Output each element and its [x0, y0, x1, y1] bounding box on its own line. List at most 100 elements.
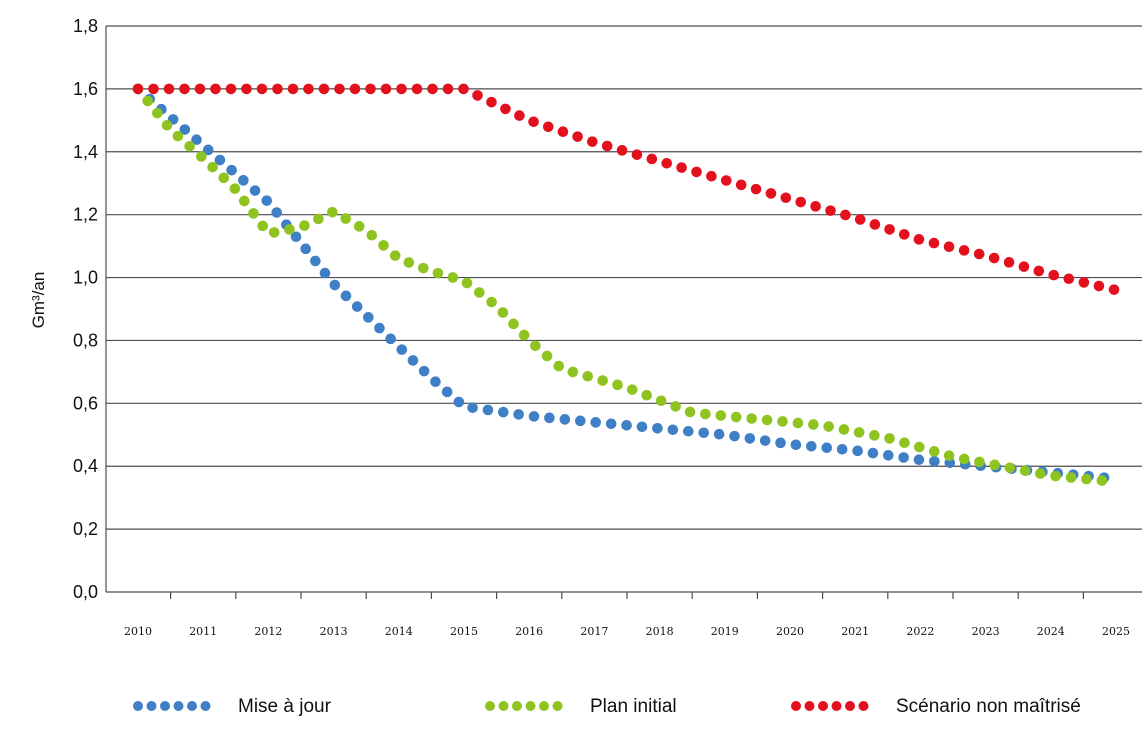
- data-point: [667, 424, 679, 436]
- legend-label: Scénario non maîtrisé: [896, 696, 1081, 717]
- data-point: [836, 443, 848, 455]
- data-point: [553, 360, 565, 372]
- data-point: [597, 375, 608, 386]
- data-point: [447, 272, 459, 283]
- series-sc-nario-non-ma-tris-: [132, 83, 1120, 295]
- legend-item: Mise à jour: [133, 696, 332, 717]
- data-point: [780, 192, 792, 204]
- data-point: [943, 450, 955, 461]
- y-tick-label: 0,6: [73, 393, 98, 413]
- data-point: [1063, 273, 1075, 285]
- data-point: [655, 395, 667, 407]
- data-point: [407, 355, 419, 366]
- data-point: [988, 252, 1000, 264]
- data-point: [759, 435, 771, 446]
- x-tick-label: 2024: [1037, 625, 1065, 638]
- data-point: [132, 83, 144, 95]
- data-point: [508, 318, 519, 330]
- data-point: [684, 406, 696, 418]
- y-tick-label: 1,0: [73, 268, 98, 288]
- data-point: [853, 427, 865, 438]
- data-point: [792, 417, 804, 429]
- data-point: [497, 307, 509, 318]
- data-point: [744, 433, 756, 444]
- x-tick-label: 2023: [972, 625, 1000, 638]
- data-point: [840, 209, 851, 221]
- data-point: [191, 134, 202, 145]
- data-point: [730, 411, 742, 423]
- data-point: [867, 447, 879, 459]
- data-point: [500, 103, 511, 115]
- data-point: [1019, 465, 1031, 477]
- data-point: [729, 430, 740, 442]
- y-axis-label: Gm³/an: [29, 272, 48, 329]
- data-point: [1033, 265, 1045, 277]
- data-point: [261, 195, 273, 206]
- data-point: [750, 183, 762, 195]
- data-point: [913, 454, 925, 466]
- data-point: [300, 243, 311, 255]
- data-point: [621, 420, 632, 431]
- data-point: [582, 370, 594, 382]
- data-point: [898, 229, 910, 240]
- data-point: [482, 404, 494, 416]
- data-point: [825, 205, 836, 216]
- data-point: [179, 83, 190, 95]
- data-point: [973, 248, 985, 260]
- data-point: [411, 83, 423, 95]
- data-point: [340, 213, 352, 224]
- data-point: [378, 240, 389, 251]
- data-point: [775, 437, 786, 449]
- legend: Mise à jour Plan initial Scénario non maît…: [133, 696, 1081, 717]
- data-point: [761, 414, 773, 426]
- series-mise-jour: [132, 83, 1110, 483]
- data-point: [179, 124, 191, 135]
- data-point: [544, 412, 555, 424]
- data-point: [351, 301, 363, 312]
- legend-swatch-dot: [539, 701, 549, 711]
- data-point: [256, 83, 268, 95]
- data-point: [299, 220, 310, 231]
- x-tick-label: 2010: [124, 625, 152, 638]
- data-point: [700, 408, 711, 420]
- x-tick-label: 2018: [646, 625, 674, 638]
- data-point: [458, 83, 469, 95]
- data-point: [518, 329, 530, 341]
- data-point: [427, 83, 438, 95]
- data-point: [821, 442, 833, 454]
- data-point: [396, 83, 407, 95]
- data-point: [334, 83, 345, 95]
- data-point: [349, 83, 361, 95]
- data-point: [989, 459, 1000, 471]
- x-tick-label: 2025: [1102, 625, 1130, 638]
- data-point: [389, 250, 401, 261]
- data-point: [698, 427, 710, 439]
- data-point: [396, 344, 408, 355]
- data-point: [142, 95, 153, 107]
- data-point: [943, 241, 955, 253]
- data-point: [172, 130, 184, 142]
- data-point: [290, 231, 302, 243]
- x-tick-label: 2021: [841, 625, 869, 638]
- data-point: [852, 445, 863, 457]
- data-point: [1003, 257, 1015, 268]
- data-point: [284, 224, 295, 235]
- x-tick-label: 2014: [385, 625, 413, 638]
- data-point: [928, 237, 940, 249]
- x-tick-label: 2015: [450, 625, 478, 638]
- data-point: [612, 379, 623, 391]
- y-tick-label: 0,0: [73, 582, 98, 602]
- data-point: [238, 195, 250, 207]
- data-point: [461, 277, 473, 289]
- data-point: [706, 170, 717, 182]
- data-point: [631, 149, 643, 160]
- data-point: [928, 446, 940, 457]
- data-point: [287, 83, 299, 95]
- legend-swatch-dot: [485, 701, 495, 711]
- data-point: [587, 136, 598, 147]
- data-point: [442, 83, 454, 95]
- data-point: [272, 83, 283, 95]
- legend-swatch-dot: [173, 701, 184, 711]
- grid-lines: [106, 25, 1142, 593]
